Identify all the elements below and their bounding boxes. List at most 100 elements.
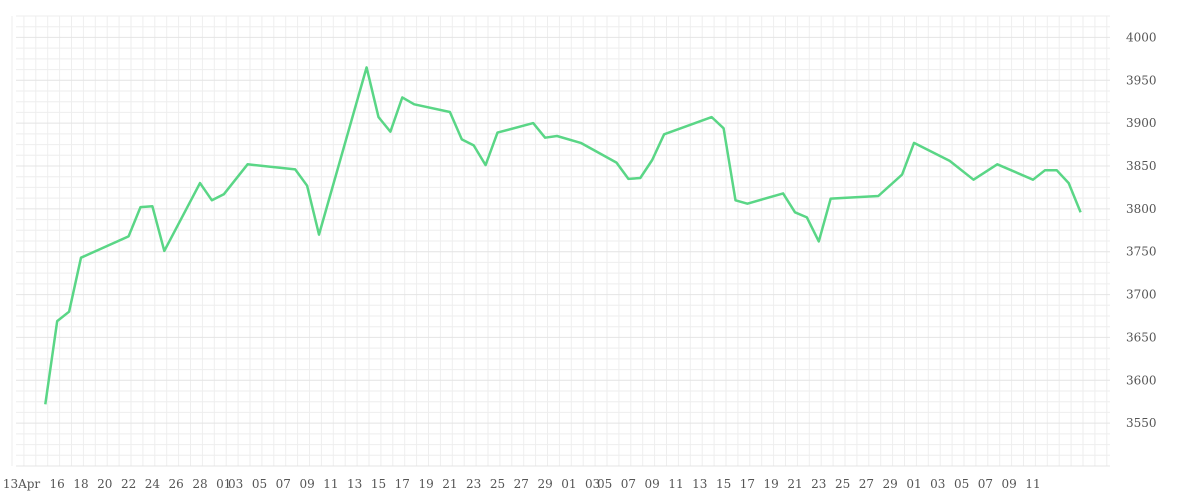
data-point xyxy=(806,216,808,218)
data-point xyxy=(746,203,748,205)
y-tick-label: 3950 xyxy=(1126,73,1157,87)
x-tick-label: 03 xyxy=(930,477,945,491)
x-tick-label: 21 xyxy=(787,477,802,491)
data-point xyxy=(56,320,58,322)
data-point xyxy=(246,163,248,165)
data-point xyxy=(1044,169,1046,171)
data-point xyxy=(44,403,46,405)
x-tick-label: 27 xyxy=(859,477,874,491)
data-point xyxy=(294,168,296,170)
x-tick-label: 18 xyxy=(73,477,88,491)
data-points xyxy=(44,66,1082,405)
data-point xyxy=(544,137,546,139)
data-point xyxy=(996,163,998,165)
x-tick-label: 25 xyxy=(490,477,505,491)
data-point xyxy=(401,96,403,98)
y-tick-label: 4000 xyxy=(1126,30,1157,44)
x-tick-label: 05 xyxy=(597,477,612,491)
x-tick-label: 07 xyxy=(276,477,291,491)
x-tick-label: 01 xyxy=(561,477,576,491)
x-tick-label: 17 xyxy=(740,477,755,491)
data-point xyxy=(223,193,225,195)
data-point xyxy=(651,159,653,161)
y-tick-label: 3550 xyxy=(1126,416,1157,430)
data-point xyxy=(318,233,320,235)
x-tick-label: 01 xyxy=(216,477,231,491)
data-point xyxy=(615,161,617,163)
data-point xyxy=(484,164,486,166)
x-tick-label: 20 xyxy=(97,477,112,491)
data-point xyxy=(306,185,308,187)
x-tick-label: 22 xyxy=(121,477,136,491)
x-tick-label: 29 xyxy=(537,477,552,491)
y-tick-label: 3650 xyxy=(1126,330,1157,344)
data-point xyxy=(473,144,475,146)
data-point xyxy=(794,211,796,213)
data-point xyxy=(627,178,629,180)
x-tick-label: 09 xyxy=(299,477,314,491)
data-point xyxy=(211,199,213,201)
x-tick-label: 13Apr xyxy=(3,477,41,491)
data-point xyxy=(163,250,165,252)
data-point xyxy=(68,311,70,313)
data-point xyxy=(496,131,498,133)
x-tick-label: 11 xyxy=(1025,477,1040,491)
x-tick-label: 03 xyxy=(228,477,243,491)
x-tick-label: 19 xyxy=(418,477,433,491)
data-point xyxy=(639,177,641,179)
data-point xyxy=(1068,182,1070,184)
data-point xyxy=(556,135,558,137)
y-tick-label: 3850 xyxy=(1126,159,1157,173)
x-tick-label: 25 xyxy=(835,477,850,491)
data-point xyxy=(365,66,367,68)
x-tick-label: 11 xyxy=(323,477,338,491)
x-tick-label: 29 xyxy=(883,477,898,491)
data-point xyxy=(949,160,951,162)
x-tick-label: 27 xyxy=(514,477,529,491)
data-point xyxy=(1056,169,1058,171)
data-point xyxy=(782,192,784,194)
series-line xyxy=(44,66,1082,405)
data-point xyxy=(449,111,451,113)
data-point xyxy=(1079,211,1081,213)
x-tick-label: 21 xyxy=(442,477,457,491)
x-tick-label: 01 xyxy=(906,477,921,491)
horizontal-gridlines xyxy=(16,15,1110,467)
data-point xyxy=(1032,179,1034,181)
x-tick-label: 13 xyxy=(347,477,362,491)
y-tick-label: 3900 xyxy=(1126,116,1157,130)
data-point xyxy=(711,116,713,118)
data-point xyxy=(972,179,974,181)
y-tick-label: 3750 xyxy=(1126,245,1157,259)
x-tick-label: 13 xyxy=(692,477,707,491)
data-point xyxy=(151,205,153,207)
data-point xyxy=(722,127,724,129)
x-tick-label: 24 xyxy=(145,477,161,491)
data-point xyxy=(80,257,82,259)
data-point xyxy=(389,131,391,133)
data-point xyxy=(913,142,915,144)
x-tick-label: 03 xyxy=(585,477,600,491)
data-point xyxy=(377,116,379,118)
data-point xyxy=(532,122,534,124)
x-tick-label: 11 xyxy=(668,477,683,491)
data-point xyxy=(199,182,201,184)
data-point xyxy=(663,133,665,135)
x-tick-label: 16 xyxy=(50,477,65,491)
data-point xyxy=(830,197,832,199)
x-tick-label: 09 xyxy=(1002,477,1017,491)
x-tick-label: 15 xyxy=(716,477,731,491)
data-point xyxy=(877,195,879,197)
y-tick-label: 3700 xyxy=(1126,288,1157,302)
data-point xyxy=(413,103,415,105)
y-axis-tick-labels: 3550 3600 3650 3700 3750 3800 3850 3900 3950 4000 xyxy=(1126,30,1157,430)
x-tick-label: 09 xyxy=(645,477,660,491)
data-point xyxy=(461,138,463,140)
y-tick-label: 3600 xyxy=(1126,373,1157,387)
x-tick-label: 05 xyxy=(252,477,267,491)
data-point xyxy=(734,199,736,201)
data-point xyxy=(580,142,582,144)
x-tick-label: 19 xyxy=(764,477,779,491)
